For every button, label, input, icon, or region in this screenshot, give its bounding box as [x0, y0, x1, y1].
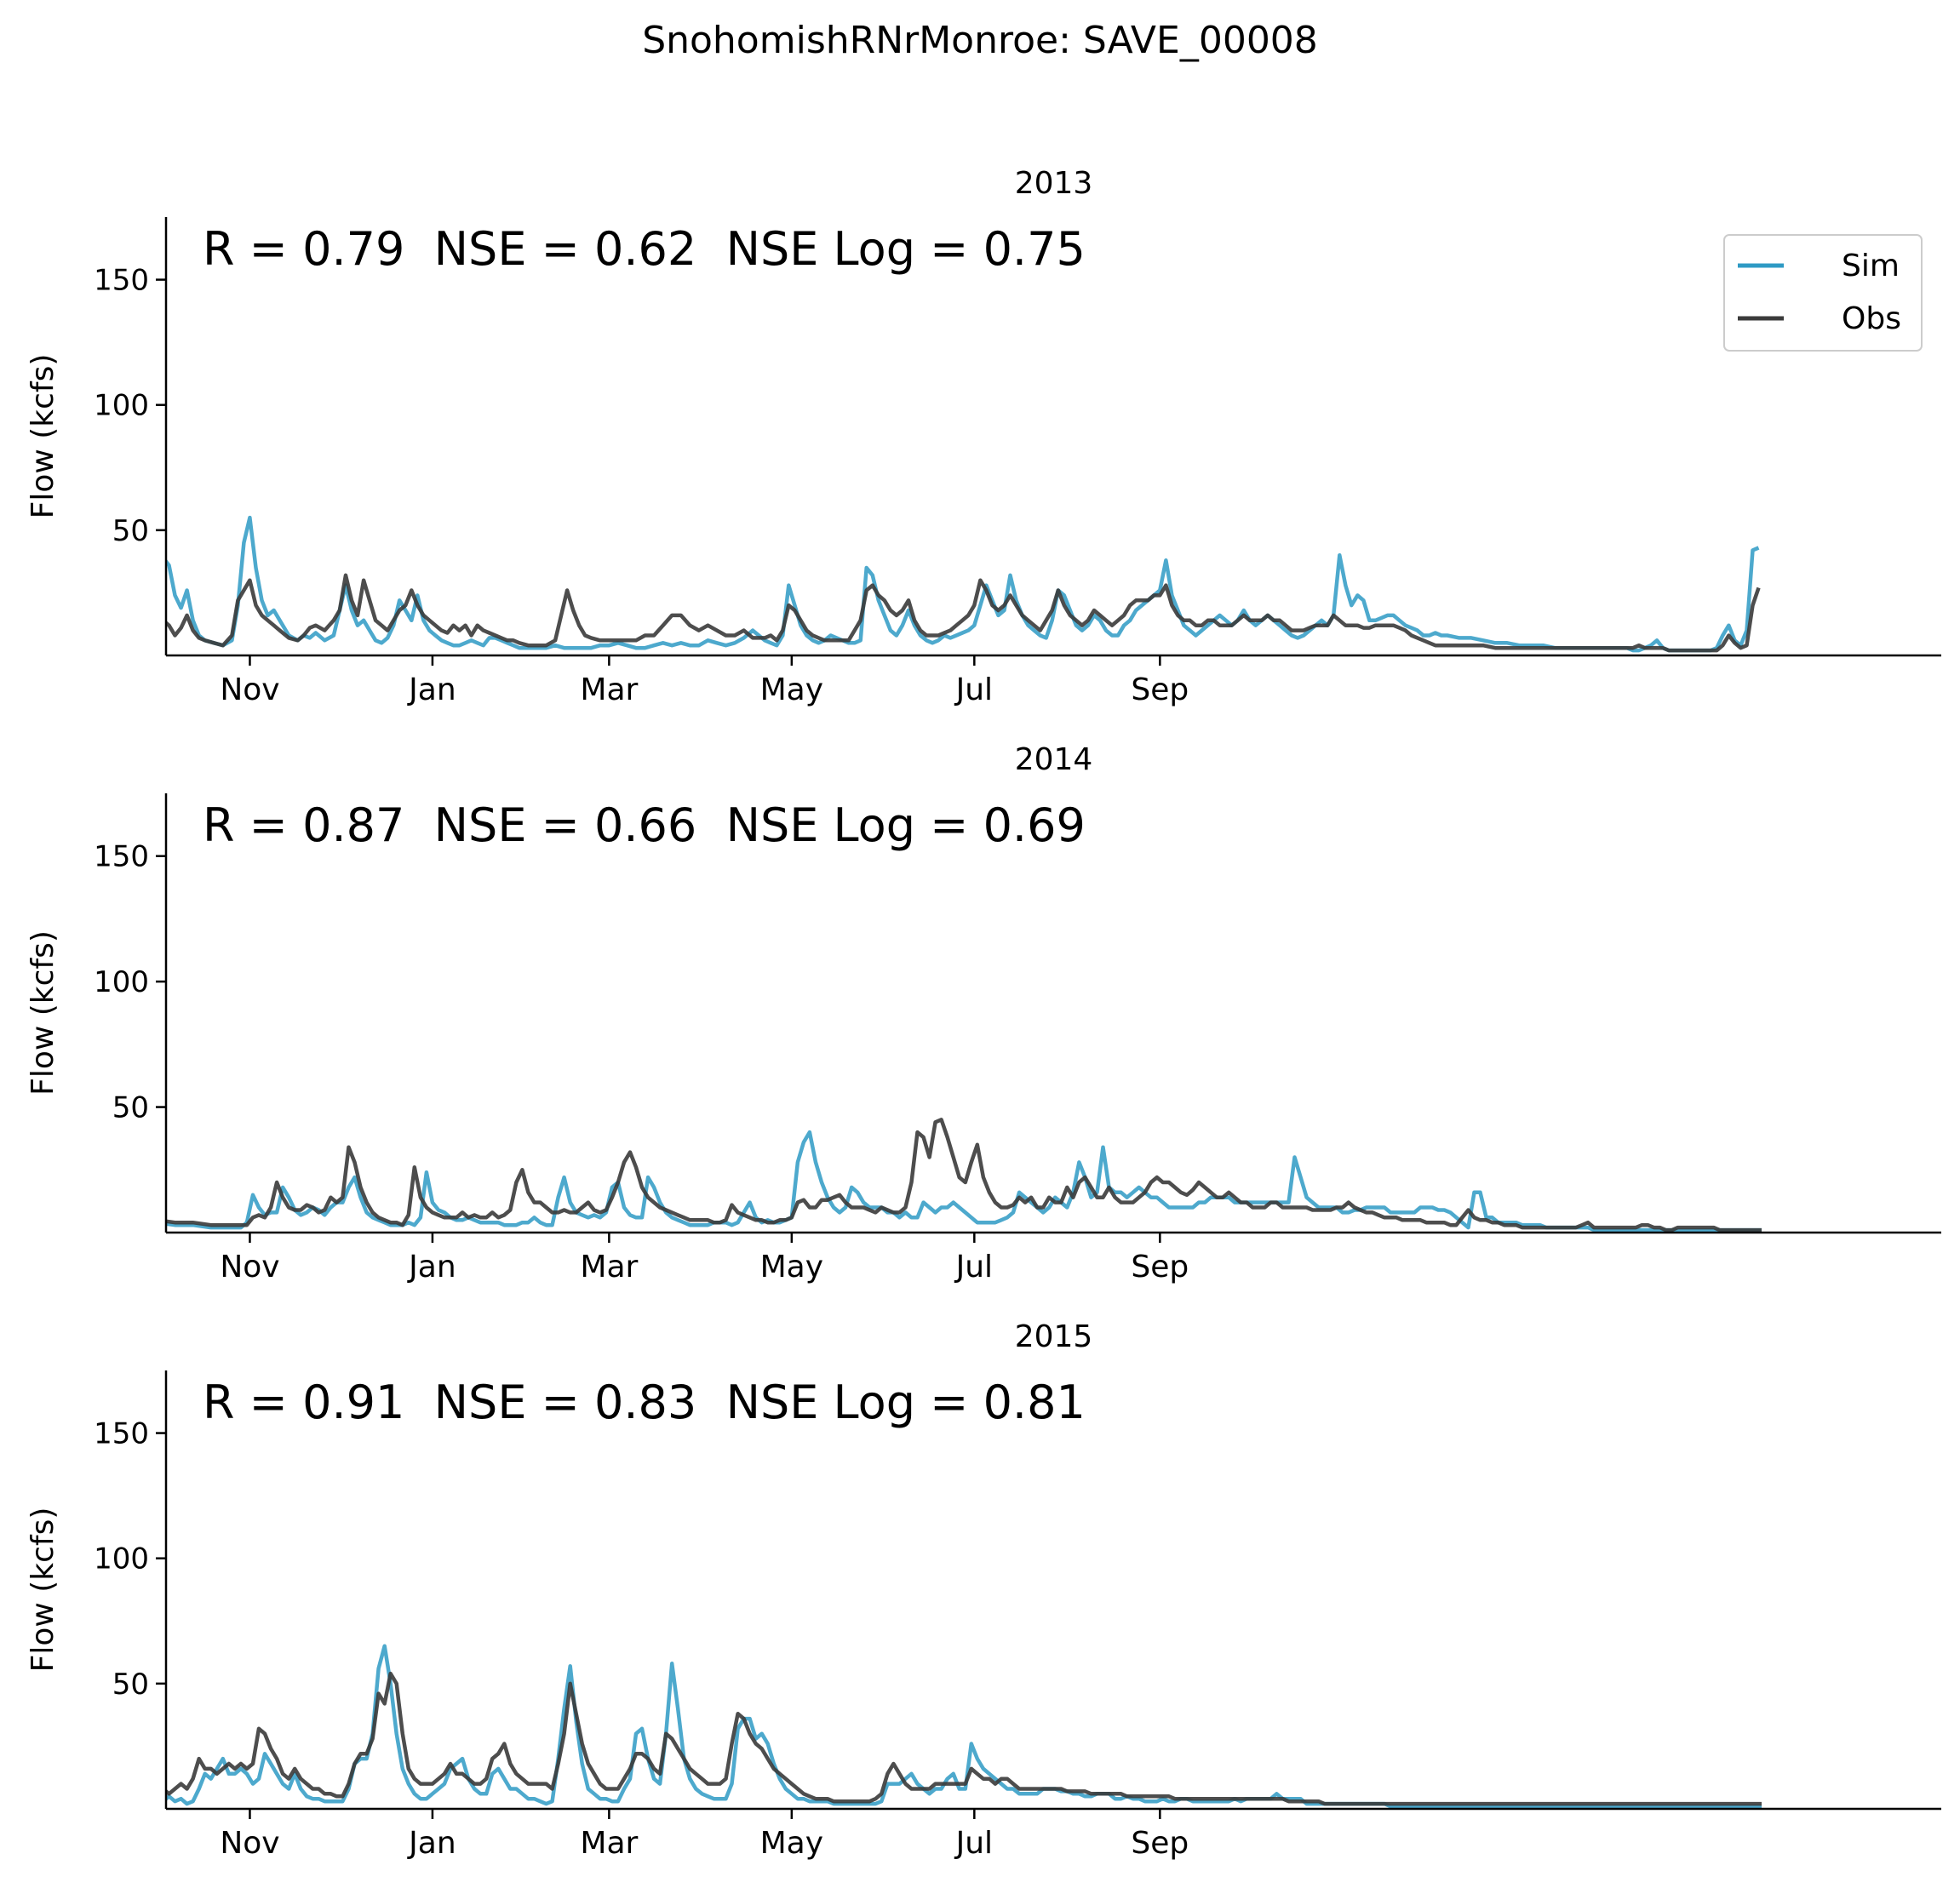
x-tick-label: Sep	[1131, 1826, 1189, 1861]
legend-label-sim: Sim	[1842, 249, 1900, 283]
series-line-obs	[166, 1671, 1762, 1806]
y-tick-label: 150	[94, 1417, 149, 1451]
y-axis-label: Flow (kcfs)	[26, 930, 60, 1096]
x-tick-label: Nov	[220, 1250, 279, 1284]
x-tick-label: Jan	[407, 1250, 456, 1284]
stats-annotation: R = 0.87 NSE = 0.66 NSE Log = 0.69	[203, 798, 1086, 852]
y-tick-label: 150	[94, 264, 149, 298]
chart-panel-2014: 2014 50 100 150 Nov Jan Mar May Jul Sep Flow (kcfs…	[26, 742, 1941, 1284]
subplot-title: 2015	[1015, 1319, 1093, 1354]
figure-title: SnohomishRNrMonroe: SAVE_00008	[642, 19, 1318, 62]
subplot-title: 2014	[1015, 742, 1093, 777]
x-tick-label: Mar	[580, 1826, 638, 1861]
x-tick-label: May	[760, 1250, 823, 1284]
x-tick-label: Nov	[220, 1826, 279, 1861]
x-tick-label: May	[760, 672, 823, 707]
x-tick-label: Jul	[954, 1250, 993, 1284]
y-tick-label: 100	[94, 965, 149, 999]
stats-annotation: R = 0.79 NSE = 0.62 NSE Log = 0.75	[203, 222, 1086, 276]
series-line-sim	[166, 1130, 1762, 1233]
series-line-obs	[166, 1118, 1762, 1233]
x-tick-label: Sep	[1131, 1250, 1189, 1284]
y-tick-label: 100	[94, 389, 149, 423]
x-tick-label: Jan	[407, 672, 456, 707]
y-axis-label: Flow (kcfs)	[26, 354, 60, 519]
x-tick-label: May	[760, 1826, 823, 1861]
y-tick-label: 50	[112, 1668, 149, 1702]
y-tick-label: 100	[94, 1542, 149, 1576]
x-tick-label: Mar	[580, 1250, 638, 1284]
x-tick-label: Nov	[220, 672, 279, 707]
y-axis-label: Flow (kcfs)	[26, 1508, 60, 1673]
y-tick-label: 50	[112, 514, 149, 548]
y-tick-label: 150	[94, 840, 149, 874]
stats-annotation: R = 0.91 NSE = 0.83 NSE Log = 0.81	[203, 1376, 1086, 1429]
chart-panel-2013: 2013 50 100 150 Nov Jan Mar May Jul Sep Flow (kcfs…	[26, 166, 1941, 707]
y-tick-label: 50	[112, 1091, 149, 1125]
subplot-title: 2013	[1015, 166, 1093, 201]
series-line-sim	[166, 515, 1760, 653]
chart-panel-2015: 2015 50 100 150 Nov Jan Mar May Jul Sep Flow (kcfs…	[26, 1319, 1941, 1861]
legend: Sim Obs	[1723, 234, 1923, 352]
x-tick-label: Jul	[954, 1826, 993, 1861]
series-line-obs	[166, 573, 1761, 653]
series-line-sim	[166, 1644, 1762, 1809]
x-tick-label: Jan	[407, 1826, 456, 1861]
x-tick-label: Jul	[954, 672, 993, 707]
x-tick-label: Mar	[580, 672, 638, 707]
legend-label-obs: Obs	[1842, 301, 1901, 336]
x-tick-label: Sep	[1131, 672, 1189, 707]
